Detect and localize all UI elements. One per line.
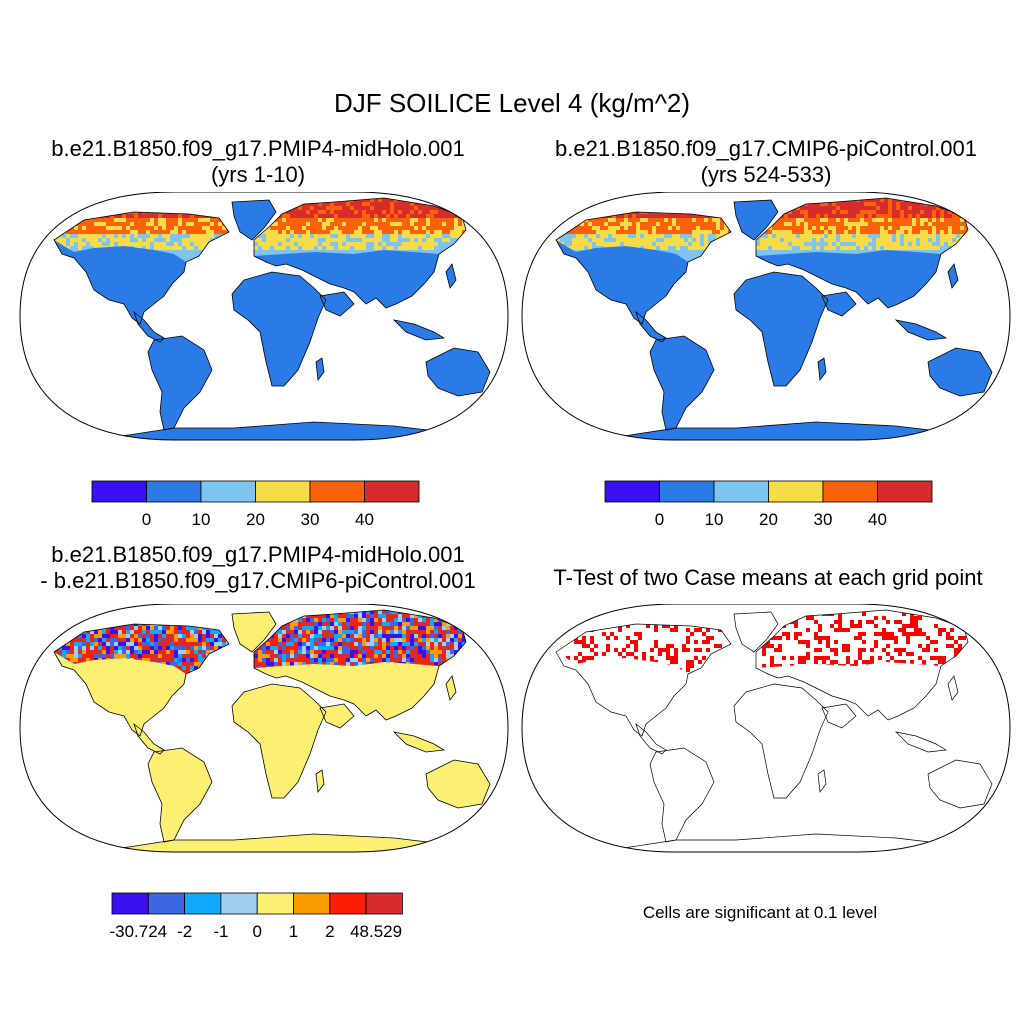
map-border bbox=[19, 192, 509, 441]
colorbar-tick-label: -2 bbox=[177, 922, 192, 941]
colorbar-midholo: 0 10 20 30 40 bbox=[91, 480, 420, 529]
panel-4-title: T-Test of two Case means at each grid po… bbox=[553, 565, 983, 590]
panel-1-title: b.e21.B1850.f09_g17.PMIP4-midHolo.001 (y… bbox=[8, 136, 508, 188]
colorbar-tick-label: 0 bbox=[655, 510, 664, 529]
colorbar-tick-label: 20 bbox=[759, 510, 778, 529]
map-midholo bbox=[19, 192, 509, 441]
colorbar-box bbox=[111, 892, 149, 915]
colorbar-tick-label: 20 bbox=[246, 510, 265, 529]
colorbar-tick-label: 40 bbox=[868, 510, 887, 529]
colorbar-box bbox=[256, 892, 294, 915]
map-ttest bbox=[521, 604, 1011, 853]
colorbar-box bbox=[768, 480, 824, 503]
colorbar-picontrol: 0 10 20 30 40 bbox=[604, 480, 933, 529]
colorbar-box bbox=[659, 480, 715, 503]
panel-3-title: b.e21.B1850.f09_g17.PMIP4-midHolo.001 - … bbox=[0, 542, 516, 594]
colorbar-tick-label: -30.724 bbox=[109, 922, 167, 941]
colorbar-box bbox=[877, 480, 933, 503]
colorbar-box bbox=[146, 480, 202, 503]
figure-title: DJF SOILICE Level 4 (kg/m^2) bbox=[333, 88, 691, 118]
colorbar-box bbox=[365, 892, 403, 915]
colorbar-tick-label: 2 bbox=[325, 922, 334, 941]
panel-2-title: b.e21.B1850.f09_g17.CMIP6-piControl.001 … bbox=[516, 136, 1016, 188]
colorbar-box bbox=[147, 892, 186, 915]
colorbar-tick-label: 30 bbox=[301, 510, 320, 529]
colorbar-box bbox=[91, 480, 147, 503]
colorbar-tick-label: -1 bbox=[213, 922, 228, 941]
panel-1-title-line2: (yrs 1-10) bbox=[210, 162, 306, 187]
colorbar-box bbox=[604, 480, 660, 503]
significance-note: Cells are significant at 0.1 level bbox=[642, 903, 878, 922]
map-border bbox=[521, 604, 1011, 853]
map-border bbox=[19, 604, 509, 853]
colorbar-box bbox=[713, 480, 769, 503]
panel-3-title-line2: - b.e21.B1850.f09_g17.CMIP6-piControl.00… bbox=[40, 568, 476, 593]
significant-cells bbox=[566, 612, 966, 674]
colorbar-tick-label: 0 bbox=[142, 510, 151, 529]
colorbar-tick-label: 1 bbox=[289, 922, 298, 941]
colorbar-box bbox=[364, 480, 420, 503]
panel-3-title-line1: b.e21.B1850.f09_g17.PMIP4-midHolo.001 bbox=[51, 542, 465, 567]
colorbar-box bbox=[200, 480, 256, 503]
colorbar-tick-label: 40 bbox=[355, 510, 374, 529]
map-border bbox=[521, 192, 1011, 441]
colorbar-difference: -30.724 -2 -1 0 1 2 48.529 bbox=[109, 892, 403, 941]
colorbar-box bbox=[220, 892, 258, 915]
colorbar-box bbox=[309, 480, 365, 503]
colorbar-box bbox=[329, 892, 367, 915]
colorbar-tick-label: 48.529 bbox=[350, 922, 402, 941]
map-picontrol bbox=[521, 192, 1011, 441]
map-difference bbox=[19, 604, 509, 853]
colorbar-box bbox=[293, 892, 331, 915]
colorbar-box bbox=[822, 480, 878, 503]
colorbar-tick-label: 10 bbox=[192, 510, 211, 529]
panel-1-title-line1: b.e21.B1850.f09_g17.PMIP4-midHolo.001 bbox=[51, 136, 465, 161]
colorbar-tick-label: 0 bbox=[252, 922, 261, 941]
panel-2-title-line2: (yrs 524-533) bbox=[700, 162, 832, 187]
colorbar-box bbox=[184, 892, 222, 915]
panel-2-title-line1: b.e21.B1850.f09_g17.CMIP6-piControl.001 bbox=[555, 136, 977, 161]
colorbar-box bbox=[255, 480, 311, 503]
colorbar-tick-label: 30 bbox=[814, 510, 833, 529]
colorbar-tick-label: 10 bbox=[705, 510, 724, 529]
